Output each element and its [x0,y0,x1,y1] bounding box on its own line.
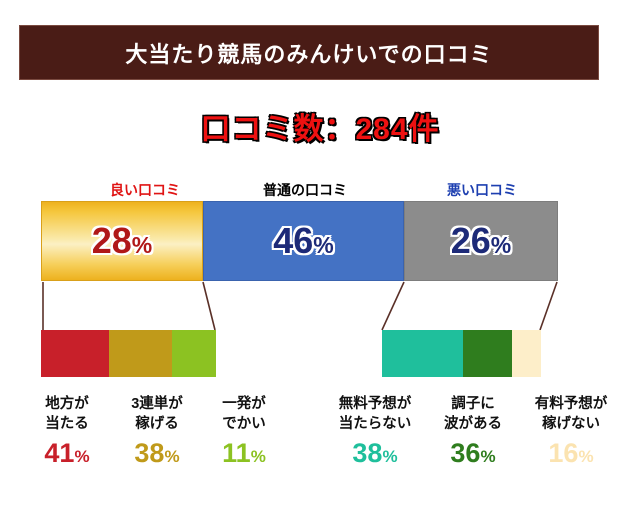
main-segment-label-good: 良い口コミ [110,182,180,198]
breakdown-bad-label-3: 有料予想が 稼げない 16% [521,395,621,467]
breakdown-bad-value-2: 36% [427,440,519,467]
main-segment-value-normal-number: 46 [273,220,314,261]
breakdown-bar-good [41,330,216,377]
breakdown-bad-label-3-line1: 有料予想が [534,396,608,412]
connector-bad-left [381,281,405,331]
review-count-subtitle: 口コミ数：284件 [200,113,440,146]
connector-bad-right [539,281,558,331]
main-segment-value-bad-unit: % [490,232,512,258]
main-segment-good: 28% [41,201,203,281]
main-stacked-bar: 28% 46% 26% [41,201,558,281]
main-segment-bad: 26% [404,201,558,281]
connector-good-right [202,281,216,331]
breakdown-good-value-3: 11% [199,440,289,467]
breakdown-bad-label-1: 無料予想が 当たらない 38% [325,395,425,467]
breakdown-bad-value-1-unit: % [382,447,398,467]
breakdown-good-label-3-line1: 一発が [222,396,266,412]
breakdown-good-label-1-line1: 地方が [45,396,89,412]
breakdown-good-label-1: 地方が 当たる 41% [22,395,112,467]
breakdown-good-label-2: 3連単が 稼げる 38% [112,395,202,467]
breakdown-bad-value-3: 16% [521,440,621,467]
breakdown-good-segment-1 [41,330,109,377]
breakdown-good-value-2: 38% [112,440,202,467]
main-segment-normal: 46% [203,201,404,281]
breakdown-good-value-3-unit: % [250,447,266,467]
breakdown-good-label-3: 一発が でかい 11% [199,395,289,467]
breakdown-bad-value-2-number: 36 [450,438,481,469]
main-segment-value-normal-unit: % [313,232,334,258]
breakdown-bad-segment-1 [382,330,463,377]
breakdown-good-value-1-unit: % [74,447,90,467]
main-segment-label-normal: 普通の口コミ [263,182,347,198]
breakdown-good-label-1-line2: 当たる [45,415,89,432]
main-segment-label-bad: 悪い口コミ [447,182,517,198]
breakdown-good-value-1: 41% [22,440,112,467]
breakdown-good-value-3-number: 11 [222,438,251,469]
breakdown-bad-value-1: 38% [325,440,425,467]
breakdown-good-value-2-unit: % [164,447,180,467]
page-title: 大当たり競馬のみんけいでの口コミ [125,41,493,67]
breakdown-bad-label-3-line2: 稼げない [542,415,600,432]
main-segment-value-good-unit: % [131,232,153,258]
breakdown-good-label-2-line2: 稼げる [135,415,179,432]
breakdown-good-label-2-line1: 3連単が [131,396,183,412]
breakdown-bad-value-1-number: 38 [352,438,383,469]
breakdown-good-value-1-number: 41 [44,438,75,469]
breakdown-good-value-2-number: 38 [134,438,165,469]
main-segment-value-bad: 26% [451,223,512,259]
main-segment-value-good: 28% [92,223,153,259]
main-segment-value-bad-number: 26 [450,220,491,261]
page-title-bar: 大当たり競馬のみんけいでの口コミ [19,25,599,80]
breakdown-bad-label-2-line2: 波がある [444,415,502,432]
breakdown-bad-segment-3 [512,330,541,377]
breakdown-bad-value-3-number: 16 [548,438,579,469]
main-segment-value-good-number: 28 [91,220,132,261]
breakdown-bad-label-1-line2: 当たらない [338,415,412,432]
breakdown-bad-label-1-line1: 無料予想が [338,396,412,412]
breakdown-good-segment-3 [172,330,216,377]
main-segment-value-normal: 46% [273,223,334,259]
breakdown-bar-bad [382,330,541,377]
breakdown-bad-value-2-unit: % [480,447,496,467]
breakdown-good-segment-2 [109,330,172,377]
breakdown-bad-value-3-unit: % [578,447,594,467]
breakdown-good-label-3-line2: でかい [222,415,266,432]
breakdown-bad-label-2: 調子に 波がある 36% [427,395,519,467]
breakdown-bad-segment-2 [463,330,512,377]
breakdown-bad-label-2-line1: 調子に [451,396,495,412]
